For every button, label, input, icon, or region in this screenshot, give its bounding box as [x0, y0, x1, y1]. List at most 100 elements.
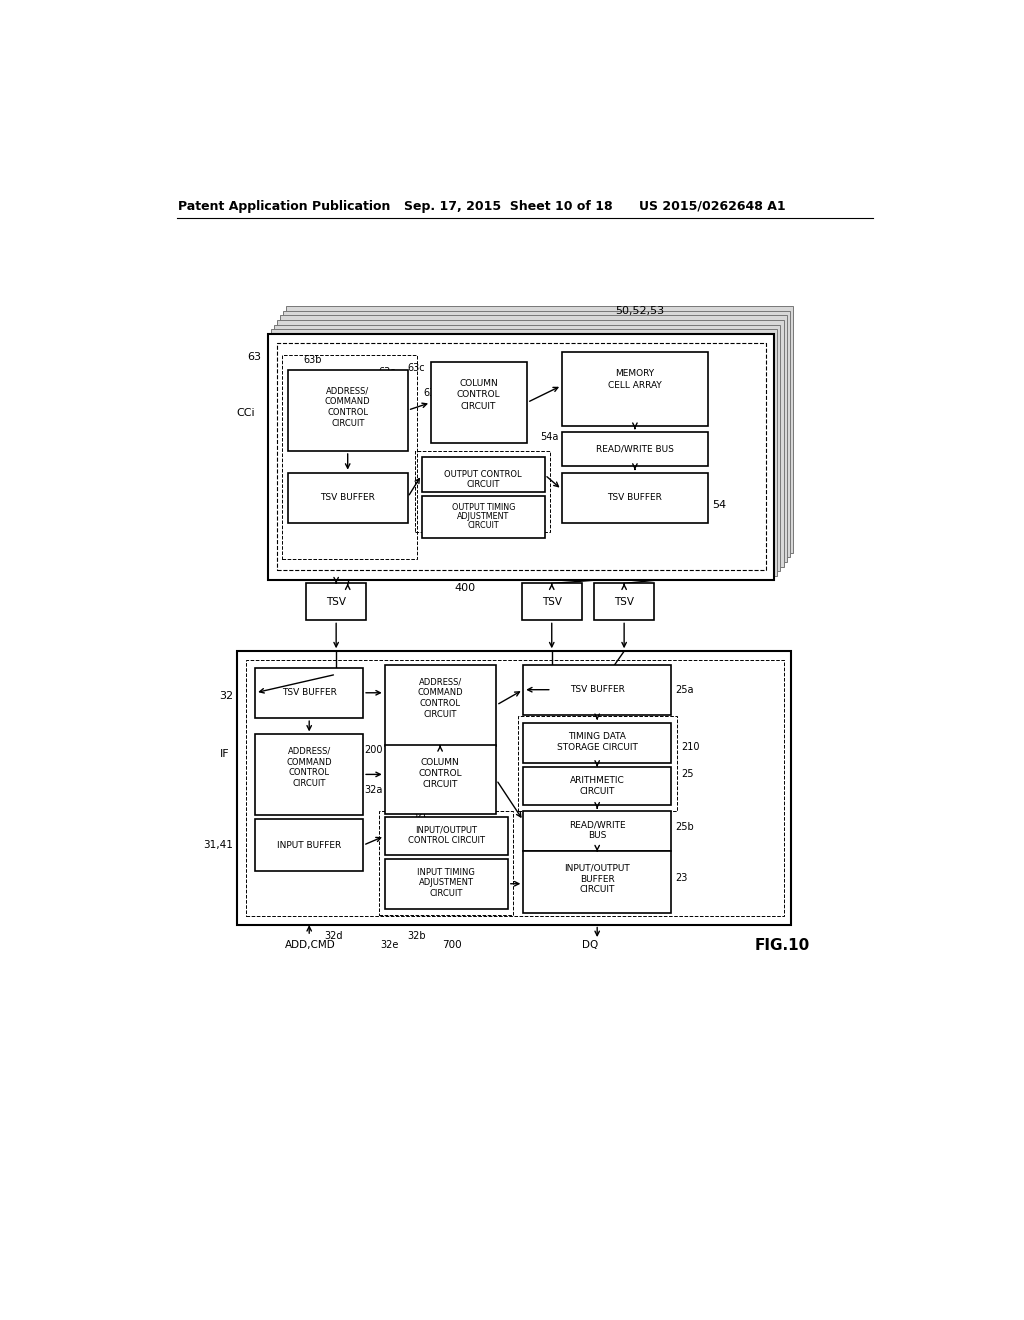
Bar	[237, 651, 792, 924]
Bar	[562, 473, 708, 523]
Text: CONTROL: CONTROL	[457, 391, 501, 399]
Text: COMMAND: COMMAND	[287, 758, 332, 767]
Bar	[273, 325, 780, 572]
Text: CIRCUIT: CIRCUIT	[293, 779, 326, 788]
Text: 700: 700	[442, 940, 462, 950]
Text: TSV BUFFER: TSV BUFFER	[569, 685, 625, 694]
Text: 63d: 63d	[423, 388, 441, 399]
Text: 63a: 63a	[378, 367, 396, 378]
Text: COMMAND: COMMAND	[418, 688, 463, 697]
Text: CONTROL: CONTROL	[289, 768, 330, 777]
Bar	[422, 457, 545, 492]
Text: 25b: 25b	[675, 822, 693, 832]
Bar	[379, 812, 513, 915]
Text: US 2015/0262648 A1: US 2015/0262648 A1	[639, 199, 785, 213]
Text: TSV BUFFER: TSV BUFFER	[282, 688, 337, 697]
Bar	[286, 306, 793, 553]
Bar	[385, 859, 508, 909]
Bar	[276, 321, 783, 566]
Text: READ/WRITE: READ/WRITE	[569, 821, 626, 830]
Text: CCi: CCi	[237, 408, 255, 417]
Text: INPUT/OUTPUT: INPUT/OUTPUT	[564, 863, 630, 873]
Bar	[385, 665, 497, 746]
Bar	[255, 668, 364, 718]
Bar	[521, 583, 582, 620]
Text: COMMAND: COMMAND	[325, 397, 371, 407]
Text: COLUMN: COLUMN	[459, 379, 498, 388]
Text: CONTROL: CONTROL	[420, 700, 461, 708]
Text: TSV: TSV	[614, 597, 634, 607]
Bar	[385, 817, 508, 855]
Bar	[267, 334, 774, 581]
Text: CELL ARRAY: CELL ARRAY	[608, 381, 662, 389]
Text: 32c: 32c	[412, 810, 429, 820]
Text: OUTPUT TIMING: OUTPUT TIMING	[452, 503, 515, 512]
Bar	[523, 665, 671, 715]
Text: CIRCUIT: CIRCUIT	[467, 521, 499, 531]
Text: 32e: 32e	[381, 940, 399, 950]
Text: ADJUSTMENT: ADJUSTMENT	[419, 879, 474, 887]
Bar	[255, 734, 364, 816]
Text: 23: 23	[675, 874, 687, 883]
Text: CIRCUIT: CIRCUIT	[580, 787, 614, 796]
Text: DQ: DQ	[582, 940, 598, 950]
Text: 31,41: 31,41	[203, 841, 233, 850]
Bar	[306, 583, 367, 620]
Bar	[523, 767, 671, 805]
Text: 200: 200	[364, 744, 382, 755]
Text: 25: 25	[681, 770, 693, 779]
Text: TSV BUFFER: TSV BUFFER	[607, 492, 663, 502]
Text: CIRCUIT: CIRCUIT	[331, 418, 365, 428]
Text: INPUT TIMING: INPUT TIMING	[418, 867, 475, 876]
Text: 54b: 54b	[624, 416, 642, 425]
Text: IF: IF	[219, 748, 229, 759]
Text: INPUT/OUTPUT: INPUT/OUTPUT	[416, 825, 477, 834]
Text: 32a: 32a	[364, 785, 382, 795]
Text: FIG.10: FIG.10	[755, 937, 810, 953]
Text: COLUMN: COLUMN	[421, 759, 460, 767]
Bar	[276, 343, 766, 570]
Bar	[594, 583, 654, 620]
Text: TSV: TSV	[542, 597, 562, 607]
Text: CIRCUIT: CIRCUIT	[423, 710, 457, 719]
Text: 54: 54	[713, 500, 727, 510]
Bar	[422, 495, 545, 539]
Text: CIRCUIT: CIRCUIT	[430, 890, 463, 898]
Bar	[523, 723, 671, 763]
Text: 25a: 25a	[675, 685, 693, 694]
Bar	[283, 355, 417, 558]
Text: TSV BUFFER: TSV BUFFER	[321, 492, 375, 502]
Bar	[562, 352, 708, 425]
Text: 50,52,53: 50,52,53	[615, 306, 665, 315]
Bar	[270, 330, 777, 576]
Bar	[255, 818, 364, 871]
Text: TIMING DATA: TIMING DATA	[568, 733, 626, 741]
Text: ADD,CMD: ADD,CMD	[285, 940, 335, 950]
Text: 63: 63	[248, 352, 261, 362]
Bar	[523, 812, 671, 851]
Bar	[431, 363, 527, 444]
Text: CIRCUIT: CIRCUIT	[423, 780, 458, 789]
Bar	[523, 851, 671, 913]
Text: 54a: 54a	[541, 432, 559, 442]
Text: READ/WRITE BUS: READ/WRITE BUS	[596, 445, 674, 454]
Bar	[385, 744, 497, 814]
Text: CONTROL: CONTROL	[328, 408, 369, 417]
Text: BUFFER: BUFFER	[580, 875, 614, 883]
Text: MEMORY: MEMORY	[615, 370, 654, 379]
Text: TSV: TSV	[327, 597, 346, 607]
Text: 63b: 63b	[304, 355, 323, 366]
Text: BUS: BUS	[588, 832, 606, 841]
Bar	[518, 715, 677, 812]
Text: Patent Application Publication: Patent Application Publication	[178, 199, 391, 213]
Bar	[289, 473, 408, 523]
Text: ADDRESS/: ADDRESS/	[326, 387, 370, 396]
Bar	[280, 315, 786, 562]
Text: ADJUSTMENT: ADJUSTMENT	[457, 512, 509, 521]
Text: CIRCUIT: CIRCUIT	[461, 401, 497, 411]
Bar	[246, 660, 783, 916]
Text: OUTPUT CONTROL: OUTPUT CONTROL	[444, 470, 522, 479]
Text: ADDRESS/: ADDRESS/	[288, 747, 331, 756]
Text: ADDRESS/: ADDRESS/	[419, 677, 462, 686]
Text: CIRCUIT: CIRCUIT	[467, 479, 500, 488]
